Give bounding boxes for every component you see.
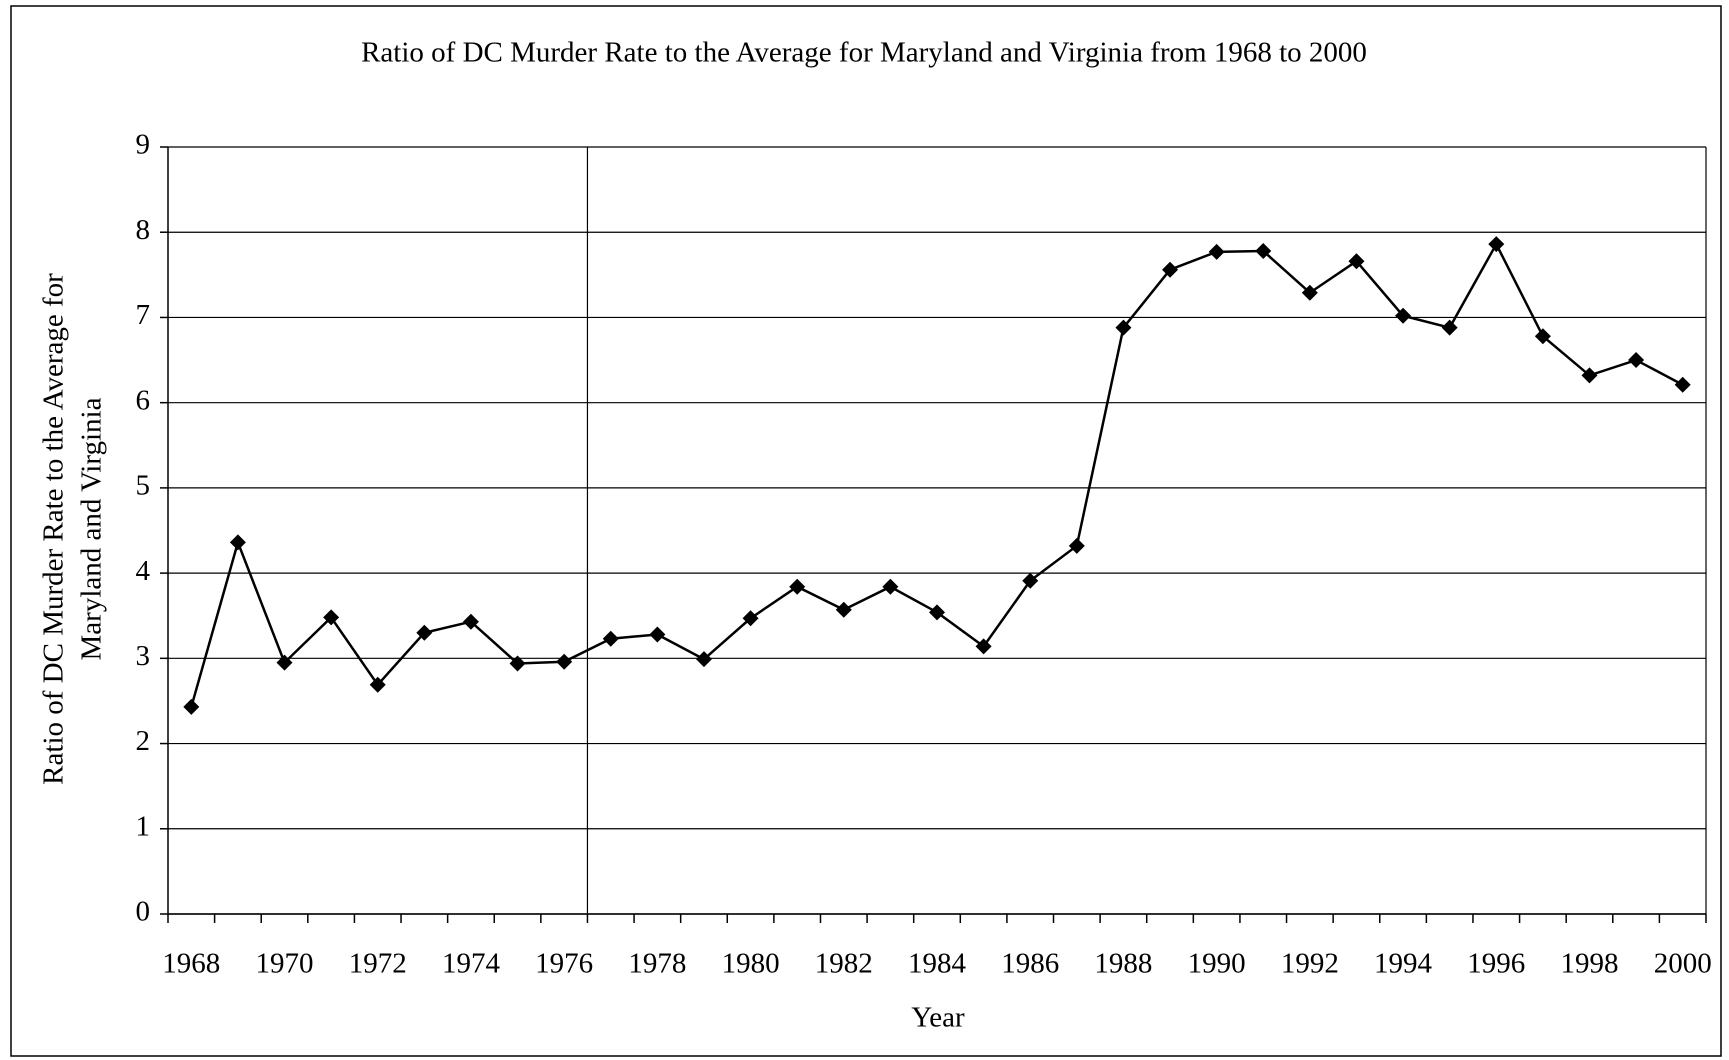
- x-tick-label: 1980: [722, 948, 780, 980]
- marker: [229, 534, 246, 551]
- marker: [1628, 352, 1645, 369]
- marker: [649, 626, 666, 643]
- x-tick-label: 1992: [1281, 948, 1339, 980]
- x-tick-label: 1968: [162, 948, 220, 980]
- x-tick-label: 1990: [1188, 948, 1246, 980]
- chart-border: [10, 5, 1722, 1057]
- marker: [1301, 284, 1318, 301]
- x-tick-label: 1972: [349, 948, 407, 980]
- x-tick-label: 1978: [628, 948, 686, 980]
- y-tick-label: 6: [136, 384, 151, 416]
- marker: [929, 604, 945, 621]
- marker: [835, 601, 852, 618]
- y-tick-label: 8: [136, 214, 151, 246]
- marker: [1255, 242, 1272, 259]
- marker: [323, 609, 340, 626]
- y-tick-label: 1: [136, 810, 151, 842]
- x-tick-label: 1994: [1374, 948, 1433, 980]
- y-tick-label: 9: [136, 129, 151, 161]
- x-axis-label: Year: [911, 1002, 965, 1034]
- marker: [509, 655, 526, 672]
- y-tick-label: 7: [136, 299, 151, 331]
- x-tick-label: 1976: [535, 948, 593, 980]
- marker: [1674, 376, 1691, 393]
- y-tick-label: 2: [136, 725, 151, 757]
- marker: [695, 651, 712, 668]
- x-tick-label: 1996: [1467, 948, 1525, 980]
- marker: [1115, 319, 1132, 336]
- marker: [602, 630, 619, 647]
- marker: [183, 698, 200, 715]
- marker: [416, 624, 433, 641]
- x-tick-label: 1974: [442, 948, 501, 980]
- y-tick-label: 0: [136, 896, 151, 928]
- marker: [975, 638, 992, 655]
- marker: [742, 610, 759, 627]
- marker: [789, 578, 806, 595]
- marker: [1534, 328, 1551, 345]
- x-tick-label: 1986: [1001, 948, 1059, 980]
- marker: [1022, 572, 1039, 589]
- marker: [276, 654, 293, 671]
- y-axis-label-line: Ratio of DC Murder Rate to the Average f…: [38, 273, 70, 785]
- x-tick-label: 1988: [1094, 948, 1152, 980]
- marker: [556, 653, 573, 670]
- x-tick-label: 2000: [1654, 948, 1712, 980]
- x-tick-label: 1984: [908, 948, 967, 980]
- x-tick-label: 1970: [256, 948, 314, 980]
- x-tick-label: 1998: [1560, 948, 1618, 980]
- y-tick-label: 3: [136, 640, 151, 672]
- marker: [1348, 253, 1365, 270]
- y-axis-label: Ratio of DC Murder Rate to the Average f…: [38, 273, 108, 785]
- marker: [369, 676, 386, 693]
- marker: [1208, 243, 1225, 260]
- y-tick-label: 4: [136, 555, 151, 587]
- y-tick-label: 5: [136, 470, 151, 502]
- marker: [1488, 236, 1505, 253]
- marker: [1068, 537, 1085, 554]
- marker: [1441, 319, 1458, 336]
- marker: [462, 613, 479, 630]
- marker: [1395, 307, 1412, 324]
- chart-title: Ratio of DC Murder Rate to the Average f…: [361, 37, 1367, 69]
- x-tick-label: 1982: [815, 948, 873, 980]
- marker: [882, 578, 899, 595]
- marker: [1162, 261, 1179, 278]
- y-axis-label-line: Maryland and Virginia: [76, 397, 108, 660]
- marker: [1581, 367, 1598, 384]
